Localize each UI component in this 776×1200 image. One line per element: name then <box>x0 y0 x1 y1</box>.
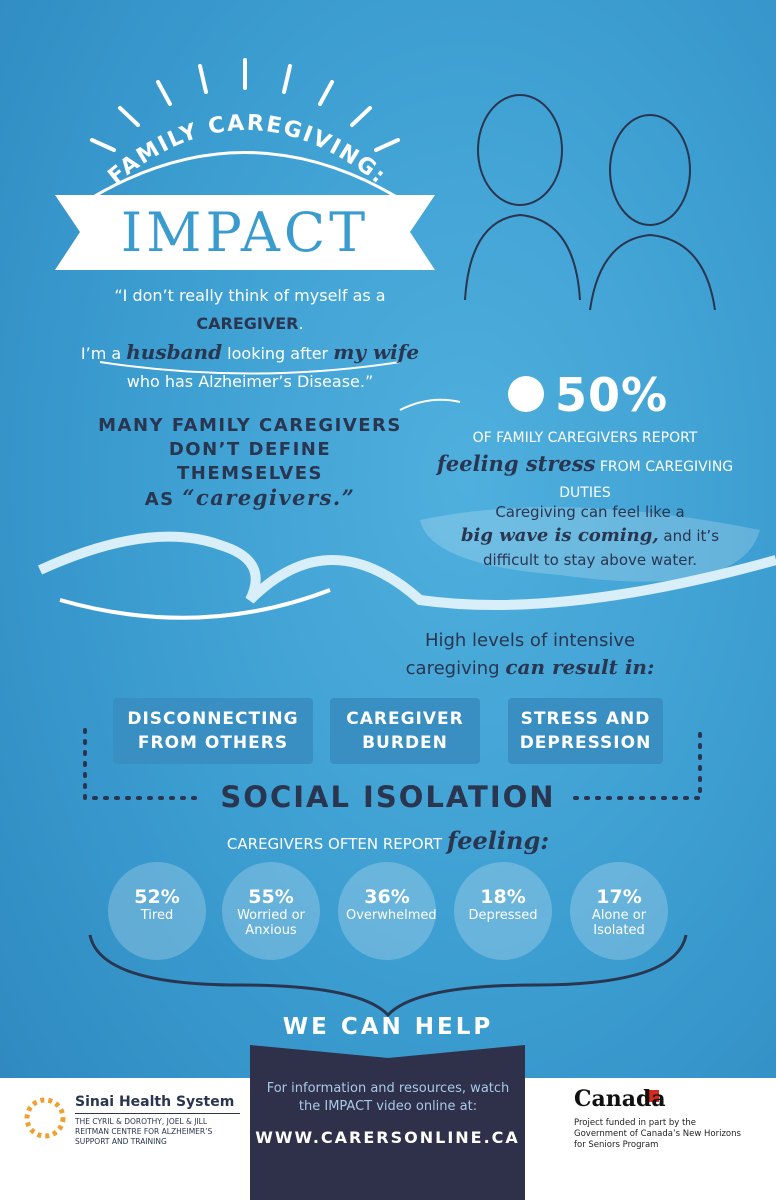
claim-emphasis: “caregivers.” <box>182 485 356 510</box>
claim-line: MANY FAMILY CAREGIVERS <box>98 415 402 436</box>
note-bubble <box>420 507 760 582</box>
quote-swoosh <box>99 361 401 375</box>
feeling: 52% Tired <box>108 862 206 960</box>
center-text: For information and resources, watch the… <box>266 1081 510 1114</box>
isolation: SOCIAL ISOLATION <box>220 780 556 814</box>
feeling-label: Alone or Isolated <box>591 908 647 938</box>
sun-rays <box>90 58 400 152</box>
result: High levels of intensive caregiving can … <box>380 628 680 682</box>
stat-value: 50% <box>555 368 669 422</box>
quote-emphasis: my wife <box>333 340 420 364</box>
pie-icon <box>508 376 544 412</box>
stat-line: FROM CAREGIVING DUTIES <box>559 459 734 501</box>
stat-line: OF FAMILY CAREGIVERS REPORT <box>472 430 698 446</box>
lead-emphasis: feeling: <box>446 826 550 855</box>
outcome: CAREGIVER BURDEN <box>330 698 480 764</box>
wave-note: Caregiving can feel like a big wave is c… <box>440 500 740 572</box>
quote-text: who has Alzheimer’s Disease.” <box>126 372 374 391</box>
quote: “I don’t really think of myself as a CAR… <box>60 282 440 396</box>
result-line: High levels of intensive <box>424 630 636 651</box>
feeling-label: Overwhelmed <box>346 908 437 923</box>
canada-note: Project funded in part by the Government… <box>574 1118 741 1150</box>
quote-text: looking after <box>222 344 334 363</box>
quote-text: I’m a <box>80 344 127 363</box>
title: IMPACT <box>120 201 370 264</box>
sinai: Sinai Health System THE CYRIL & DOROTHY,… <box>75 1094 240 1147</box>
note-emphasis: big wave is coming, <box>460 525 659 546</box>
sinai-logo <box>24 1097 66 1139</box>
quote-text: . <box>298 314 304 333</box>
feeling-percent: 18% <box>480 886 526 908</box>
note-line: difficult to stay above water. <box>482 551 697 569</box>
feeling-percent: 52% <box>134 886 180 908</box>
arrow <box>399 398 461 411</box>
result-line: caregiving <box>405 658 500 679</box>
wave-2 <box>59 588 331 620</box>
canada-wordmark: Canada <box>574 1086 666 1112</box>
feeling-label: Depressed <box>468 908 538 923</box>
outcome: STRESS AND DEPRESSION <box>508 698 663 764</box>
feeling: 36% Overwhelmed <box>338 862 437 960</box>
feeling-percent: 36% <box>364 886 410 908</box>
quote-emphasis: husband <box>126 340 223 364</box>
banner <box>55 195 435 270</box>
note-line: and it’s <box>663 527 720 545</box>
url: WWW.CARERSONLINE.CA <box>255 1128 520 1147</box>
lead-text: CAREGIVERS OFTEN REPORT <box>226 835 443 853</box>
arc-title-text: FAMILY CAREGIVING: <box>104 111 389 190</box>
claim: MANY FAMILY CAREGIVERS DON’T DEFINE THEM… <box>95 414 405 512</box>
feelings-lead: CAREGIVERS OFTEN REPORT feeling: <box>150 826 626 855</box>
quote-text: “I don’t really think of myself as a <box>114 286 386 305</box>
dotted-frame <box>83 728 702 800</box>
brace <box>88 934 688 1018</box>
stat-emphasis: feeling stress <box>436 451 596 476</box>
claim-line: AS <box>144 489 175 510</box>
sinai-sub: THE CYRIL & DOROTHY, JOEL & JILL REITMAN… <box>75 1117 213 1146</box>
feeling: 18% Depressed <box>454 862 552 960</box>
feeling: 55% Worried or Anxious <box>222 862 320 960</box>
feeling-label: Worried or Anxious <box>237 908 305 938</box>
arc-line <box>79 151 411 207</box>
claim-line: DON’T DEFINE THEMSELVES <box>168 439 332 484</box>
couple-sketch <box>464 94 716 311</box>
sinai-name: Sinai Health System <box>75 1094 240 1114</box>
footer-panel <box>250 1045 525 1200</box>
feeling-label: Tired <box>140 908 174 923</box>
stat-text: OF FAMILY CAREGIVERS REPORT feeling stre… <box>420 425 750 506</box>
note-line: Caregiving can feel like a <box>495 503 685 521</box>
outcome: DISCONNECTING FROM OTHERS <box>113 698 313 764</box>
flag <box>645 1090 659 1102</box>
help: WE CAN HELP <box>282 1014 494 1040</box>
feeling-percent: 55% <box>248 886 294 908</box>
quote-emphasis: CAREGIVER <box>196 314 299 333</box>
feeling: 17% Alone or Isolated <box>570 862 668 960</box>
wave <box>37 531 776 610</box>
feeling-percent: 17% <box>596 886 642 908</box>
result-emphasis: can result in: <box>505 655 655 679</box>
arc-title: FAMILY CAREGIVING: <box>104 111 391 190</box>
